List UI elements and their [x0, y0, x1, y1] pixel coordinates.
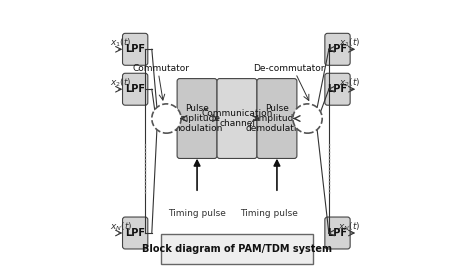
FancyBboxPatch shape	[257, 79, 297, 158]
Text: Communication
channel: Communication channel	[201, 109, 273, 128]
Text: LPF: LPF	[328, 84, 347, 94]
FancyBboxPatch shape	[325, 217, 350, 249]
Text: LPF: LPF	[328, 228, 347, 238]
Text: LPF: LPF	[125, 44, 145, 54]
Text: LPF: LPF	[125, 228, 145, 238]
FancyBboxPatch shape	[325, 33, 350, 65]
Text: $x_N(t)$: $x_N(t)$	[110, 220, 132, 233]
FancyBboxPatch shape	[161, 234, 313, 264]
Text: De-commutator: De-commutator	[253, 64, 325, 73]
FancyBboxPatch shape	[122, 33, 148, 65]
Text: $x_N(t)$: $x_N(t)$	[338, 220, 361, 233]
Text: Timing pulse: Timing pulse	[168, 209, 226, 218]
FancyBboxPatch shape	[122, 217, 148, 249]
Text: Timing pulse: Timing pulse	[240, 209, 298, 218]
Text: LPF: LPF	[328, 44, 347, 54]
FancyBboxPatch shape	[217, 79, 257, 158]
FancyBboxPatch shape	[325, 73, 350, 105]
Circle shape	[152, 104, 181, 133]
Text: $x_1(t)$: $x_1(t)$	[339, 36, 361, 49]
FancyBboxPatch shape	[177, 79, 217, 158]
Text: LPF: LPF	[125, 84, 145, 94]
Text: $x_2(t)$: $x_2(t)$	[110, 76, 131, 89]
Text: Pulse
amplitude
modulation: Pulse amplitude modulation	[172, 104, 223, 133]
Circle shape	[293, 104, 322, 133]
FancyBboxPatch shape	[122, 73, 148, 105]
Text: Block diagram of PAM/TDM system: Block diagram of PAM/TDM system	[142, 244, 332, 254]
Text: Pulse
amplitude
demodulation: Pulse amplitude demodulation	[246, 104, 308, 133]
Text: $x_1(t)$: $x_1(t)$	[110, 36, 131, 49]
Text: Commutator: Commutator	[133, 64, 190, 73]
Text: $x_2(t)$: $x_2(t)$	[339, 76, 361, 89]
